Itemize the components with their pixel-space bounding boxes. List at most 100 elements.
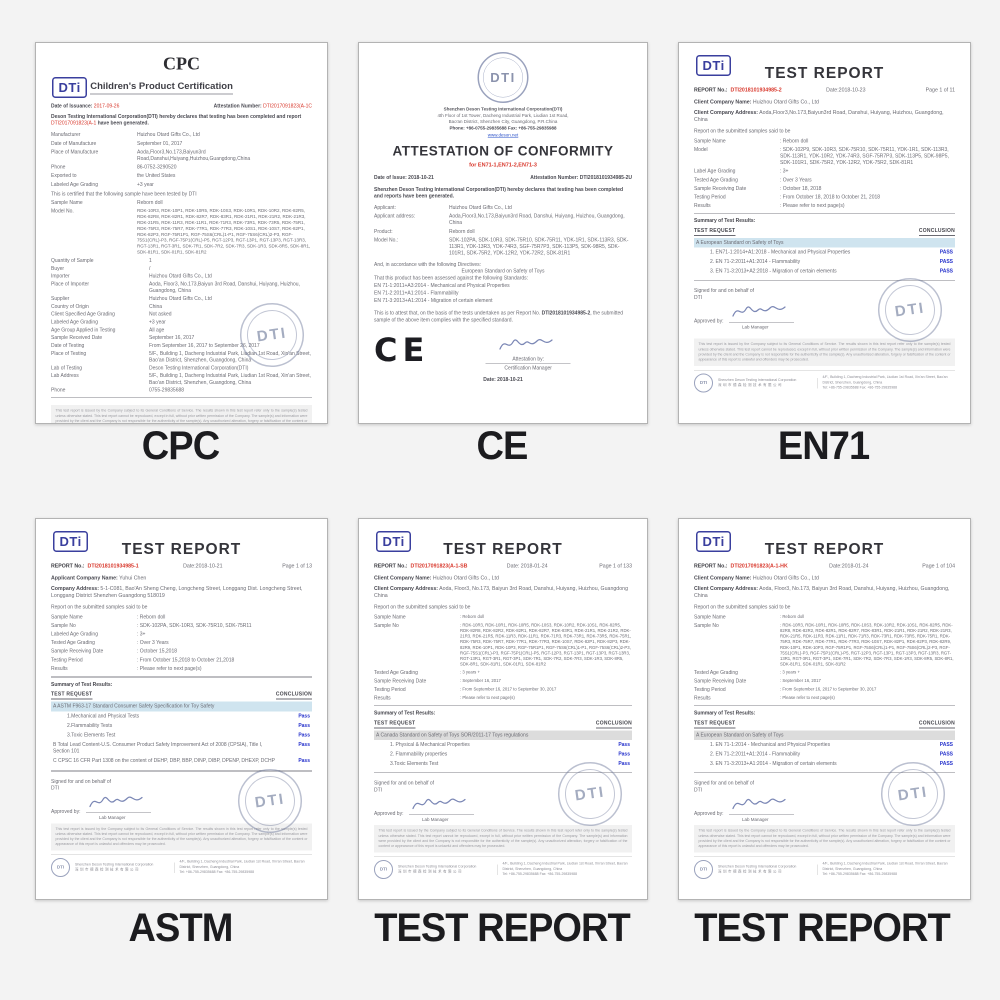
- ce-date: Date: 2018-10-21: [483, 377, 523, 383]
- field-row: Sample No : RDK-10R3, RDK-10R1, RDK-10R5…: [374, 622, 632, 667]
- field-row: Tested Age Grading : Over 3 Years: [694, 177, 812, 183]
- fine-print: This test report is issued by the Compan…: [694, 825, 955, 853]
- ce-fields: Applicant: Huizhou Otard Gifts Co., Ltd …: [374, 204, 632, 256]
- standard-line: EN 71-2:2011+A1:2014 - Flammability: [374, 290, 459, 297]
- said-to-be: Report on the submitted samples said to …: [374, 604, 471, 611]
- field-row: Tested Age Grading : 3 years +: [694, 669, 800, 676]
- summary-row: 2. EN 71-2:2011+A1:2014 - Flammability P…: [710, 259, 953, 265]
- said-to-be: Report on the submitted samples said to …: [694, 604, 791, 611]
- summary-row: A Canada Standard on Safety of Toys SOR/…: [374, 730, 632, 740]
- certificate-cpc: CPC DTi Children's Product Certification…: [35, 42, 328, 424]
- cpc-fields-bottom: Quantity of Sample 1 Buyer / Importer Hu…: [51, 258, 312, 394]
- standard-line: EN 71-1:2011+A3:2014 - Mechanical and Ph…: [374, 282, 510, 289]
- field-row: Testing Period : From October 15,2018 to…: [51, 657, 235, 663]
- fine-print: This test report is issued by the Compan…: [51, 405, 312, 423]
- issue-date: Date of Issue: 2018-10-21: [374, 175, 434, 181]
- said-to-be: Report on the submitted samples said to …: [51, 604, 148, 611]
- dti-circle-logo: DTI: [477, 52, 529, 103]
- field-row: Product: Reborn doll: [374, 228, 475, 235]
- dti-logo: DTi: [52, 76, 88, 98]
- field-row: Sample Name : Reborn doll: [51, 614, 166, 620]
- field-row: Lab Address 5/F., Building 1, Dacheng In…: [51, 373, 311, 386]
- summary-heading: Summary of Test Results:: [694, 710, 756, 717]
- field-row: Age Group Applied in Testing All age: [51, 327, 165, 333]
- certificate-ce: DTI Shenzhen Deson Testing International…: [358, 42, 648, 424]
- dti-logo: DTi: [696, 531, 732, 553]
- website-link[interactable]: www.deson.net: [487, 132, 519, 138]
- field-row: Place of Manufacture Aoda,Floor3,No.173,…: [51, 149, 251, 162]
- field-row: Country of Origin China: [51, 303, 163, 310]
- signature: [731, 793, 791, 815]
- summary-heading: Summary of Test Results:: [374, 710, 436, 717]
- field-row: Place of Importer Aoda, Floor3, No.173,B…: [51, 281, 300, 294]
- field-row: Sample No : SDK-102PA, SDK-10R3, SDK-75R…: [51, 622, 252, 629]
- doc-footer: DTI Shenzhen Deson Testing International…: [694, 370, 955, 393]
- report-title: TEST REPORT: [764, 64, 885, 82]
- report-title: TEST REPORT: [121, 540, 242, 558]
- client-address: Client Company Address: Aoda, Floor3, No…: [374, 585, 628, 599]
- caption-test-report-canada: TEST REPORT: [374, 906, 631, 950]
- said-to-be: Report on the submitted samples said to …: [694, 128, 791, 135]
- field-row: Sample Receiving Date : October 18, 2018: [694, 185, 822, 192]
- field-row: Supplier Huizhou Otard Gifts Co., Ltd: [51, 296, 212, 302]
- ce-declaration: Shenzhen Deson Testing International Cor…: [374, 186, 624, 199]
- fine-print: This test report is issued by the Compan…: [51, 823, 312, 851]
- attest-paragraph: This is to attest that, on the basis of …: [374, 310, 624, 323]
- dti-footer-logo: DTI: [694, 860, 713, 879]
- client-address: Client Company Address: Aoda, Floor3, No…: [694, 585, 950, 599]
- cpc-subtitle: Children's Product Certification: [90, 80, 233, 95]
- summary-heading: Summary of Test Results:: [51, 681, 113, 688]
- summary-row: 1. Physical & Mechanical Properties Pass: [390, 741, 630, 748]
- signed-block: Signed for and on behalf of DTI Approved…: [374, 780, 632, 822]
- field-row: Results : Please refer to next page(s): [694, 695, 835, 702]
- issuance-date: Date of Issuance: 2017-09-26: [51, 103, 120, 109]
- signature: [88, 792, 148, 814]
- field-row: Tested Age Grading : Over 3 Years: [51, 640, 169, 646]
- report-meta: REPORT No.: DTI2018101934985-1 Date:2018…: [51, 563, 312, 569]
- cpc-declaration: Deson Testing International Corporation(…: [51, 114, 302, 127]
- field-row: Testing Period : From October 18, 2018 t…: [694, 194, 881, 200]
- summary-row: 1. EN 71-1:2014 - Mechanical and Physica…: [710, 741, 953, 748]
- field-row: Exported to the United States: [51, 173, 176, 179]
- doc-footer: DTI Shenzhen Deson Testing International…: [51, 854, 312, 878]
- report-fields: Sample Name : Reborn doll Sample No : SD…: [51, 614, 312, 672]
- dti-footer-logo: DTI: [374, 860, 393, 879]
- summary-table: A European Standard on Safety of Toys 1.…: [694, 237, 955, 276]
- field-row: Phone 0755-29835688: [51, 387, 185, 394]
- certificate-test-report-en: DTi TEST REPORT REPORT No.: DTI201709182…: [678, 518, 971, 900]
- caption-test-report-en: TEST REPORT: [694, 906, 951, 950]
- dti-footer-logo: DTI: [694, 373, 713, 393]
- summary-row: 1.Mechanical and Physical Tests Pass: [67, 713, 310, 719]
- summary-heading: Summary of Test Results:: [694, 218, 756, 224]
- summary-table-header: TEST REQUEST CONCLUSION: [374, 720, 632, 729]
- client-address: Company Address: 5-1-C081, Bao'An Sheng …: [51, 585, 303, 599]
- summary-table: A ASTM F963-17 Standard Consumer Safety …: [51, 701, 312, 766]
- field-row: Buyer /: [51, 265, 151, 272]
- field-row: Date of Testing From September 16, 2017 …: [51, 343, 260, 349]
- field-row: Results : Please refer to next page(s): [51, 665, 202, 672]
- summary-row: A ASTM F963-17 Standard Consumer Safety …: [51, 701, 312, 712]
- signature: [411, 793, 471, 815]
- field-row: Sample No : RDK-10R3, RDK-10R1, RDK-10R5…: [694, 622, 954, 667]
- client-address: Client Company Address: Aoda,Floor3,No.1…: [694, 109, 944, 123]
- attestation-number: Attestation Number: DTI2017091823(A-1C: [213, 103, 312, 109]
- doc-footer: DTI Shenzhen Deson Testing International…: [694, 856, 955, 879]
- field-row: Sample Name : Reborn doll: [694, 138, 809, 144]
- dti-footer-logo: DTI: [51, 858, 70, 878]
- summary-table-header: TEST REQUEST CONCLUSION: [51, 691, 312, 700]
- summary-row: 3.Toxic Elements Test Pass: [390, 761, 630, 767]
- summary-row: A European Standard on Safety of Toys: [694, 730, 955, 740]
- issuer-block: Shenzhen Deson Testing International Cor…: [437, 106, 569, 131]
- summary-row: 2. Flammability properties Pass: [390, 751, 630, 758]
- field-row: Sample Name : Reborn doll: [694, 613, 805, 620]
- aoc-subtitle: for EN71-1,EN71-2,EN71-3: [469, 161, 537, 168]
- report-meta: REPORT No.: DTI2017091823(A-1-SB Date: 2…: [374, 563, 632, 569]
- cpc-fields-top: Manufacturer Huizhou Otard Gifts Co., Lt…: [51, 132, 312, 188]
- dti-logo: DTi: [53, 531, 89, 553]
- summary-row: C CPSC 16 CFR Part 1308 on the content o…: [53, 758, 310, 764]
- summary-row: B Total Lead Content-U.S. Consumer Produ…: [53, 742, 310, 755]
- sample-name-row: Sample Name Reborn doll: [51, 199, 163, 206]
- summary-row: 2. EN 71-2:2011+A1:2014 - Flammability P…: [710, 751, 953, 758]
- field-row: Sample Receiving Date : September 16, 20…: [374, 677, 501, 684]
